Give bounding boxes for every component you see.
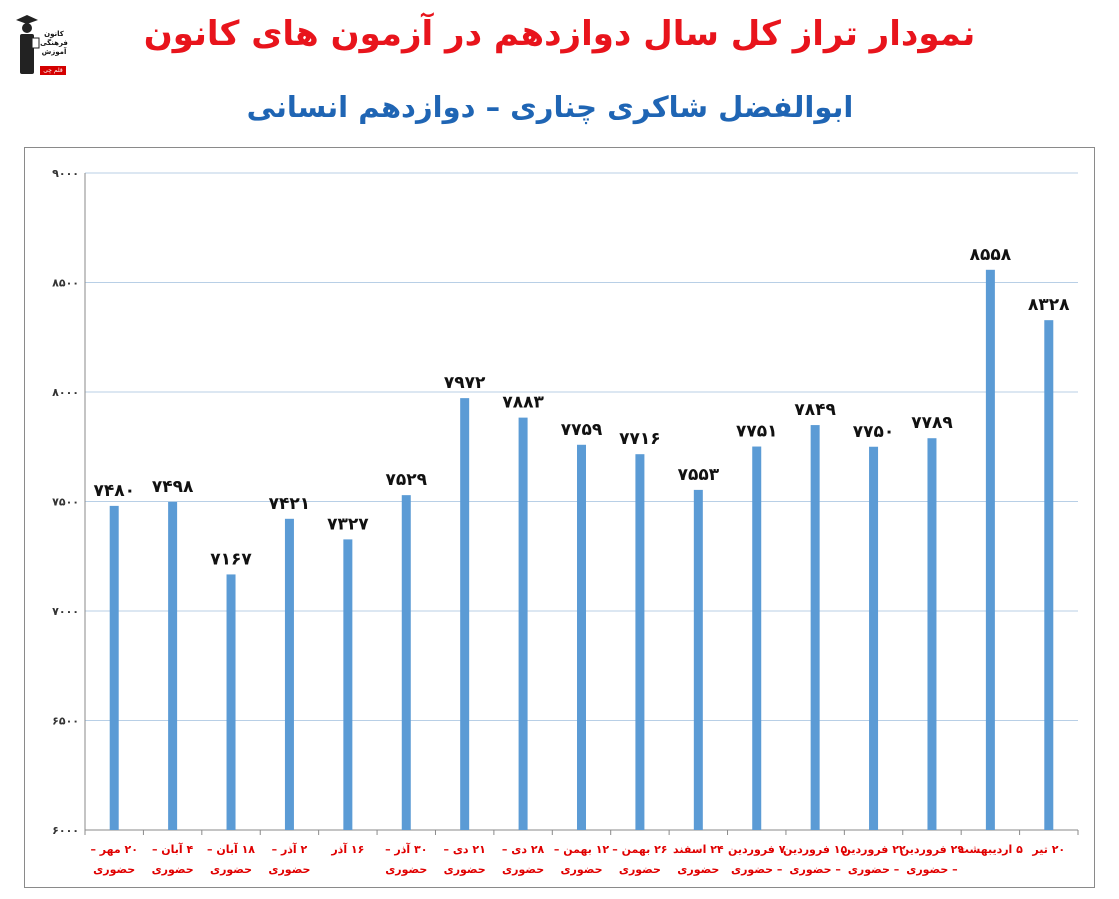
kanoon-logo-icon: کانون فرهنگی آموزش قلم چی: [14, 14, 68, 78]
data-label: ۷۸۸۳: [502, 393, 544, 413]
bar: [460, 398, 470, 830]
bar: [284, 518, 294, 830]
bar: [635, 454, 645, 830]
x-tick-label: – حضوری: [848, 863, 899, 876]
y-tick-label: ۶۵۰۰: [52, 715, 79, 728]
data-label: ۷۴۲۱: [269, 494, 311, 514]
x-tick-label: ۲۸ دی –: [502, 843, 545, 856]
y-tick-label: ۷۰۰۰: [52, 605, 79, 618]
chart-frame: ۶۰۰۰ ۶۵۰۰ ۷۰۰۰ ۷۵۰۰ ۸۰۰۰ ۸۵۰۰ ۹۰۰۰ ۷۴۸۰ ۲۰ مهر –…: [24, 147, 1095, 888]
x-tick-label: ۲۱ دی –: [444, 843, 486, 856]
data-label: ۷۱۶۷: [210, 549, 252, 569]
bar: [168, 501, 178, 830]
x-tick-label: ۵ اردیبهشت: [958, 843, 1023, 856]
x-tick-label: حضوری: [619, 863, 661, 876]
x-tick-label: ۲۴ اسفند: [673, 843, 724, 856]
bar: [810, 425, 820, 830]
data-label: ۷۷۵۱: [736, 422, 778, 442]
y-tick-label: ۶۰۰۰: [52, 824, 79, 837]
bar: [577, 444, 586, 830]
data-label: ۸۳۲۸: [1028, 295, 1070, 315]
bar: [693, 489, 703, 830]
x-tick-label: حضوری: [93, 863, 135, 876]
data-label: ۸۵۵۸: [970, 245, 1012, 265]
data-label: ۷۹۷۲: [444, 373, 486, 393]
data-label: ۷۷۱۶: [619, 429, 661, 449]
y-tick-label: ۸۵۰۰: [52, 277, 79, 290]
bar-chart: ۶۰۰۰ ۶۵۰۰ ۷۰۰۰ ۷۵۰۰ ۸۰۰۰ ۸۵۰۰ ۹۰۰۰ ۷۴۸۰ ۲۰ مهر –…: [52, 167, 1079, 876]
data-label: ۷۷۵۰: [853, 422, 895, 442]
x-tick-label: – حضوری: [789, 863, 840, 876]
x-tick-label: حضوری: [385, 863, 427, 876]
x-tick-label: ۷ فروردین: [728, 843, 786, 856]
x-tick-label: حضوری: [560, 863, 602, 876]
bar: [343, 539, 353, 830]
bar: [401, 495, 411, 830]
x-tick-label: ۲۲ فروردین: [841, 843, 905, 856]
data-label: ۷۴۸۰: [93, 481, 135, 501]
y-tick-label: ۹۰۰۰: [52, 167, 79, 180]
bar: [752, 446, 762, 830]
bar: [226, 574, 236, 830]
x-tick-label: ۱۶ آذر: [330, 842, 364, 856]
x-tick-label: ۲۶ بهمن –: [612, 843, 667, 856]
x-tick-label: ۱۲ بهمن –: [554, 843, 610, 856]
bar: [518, 417, 528, 830]
x-tick-label: ۴ آبان –: [152, 842, 194, 856]
x-tick-label: حضوری: [268, 863, 310, 876]
x-tick-label: – حضوری: [731, 863, 782, 876]
y-tick-label: ۷۵۰۰: [52, 496, 79, 509]
data-label: ۷۴۹۸: [152, 477, 194, 497]
x-tick-label: ۱۸ آبان –: [207, 842, 255, 856]
x-tick-label: حضوری: [152, 863, 194, 876]
logo-tag: قلم چی: [40, 66, 66, 75]
x-tick-label: – حضوری: [906, 863, 957, 876]
x-tick-label: ۳۰ آذر –: [385, 842, 427, 856]
bar: [985, 269, 995, 831]
chart-title: نمودار تراز کل سال دوازدهم در آزمون های …: [143, 14, 976, 54]
x-tick-label: حضوری: [444, 863, 486, 876]
x-tick-label: ۱۵ فروردین: [783, 843, 847, 856]
x-tick-label: حضوری: [502, 863, 544, 876]
x-tick-label: ۲ آذر –: [272, 842, 308, 856]
chart-subtitle: ابوالفضل شاکری چناری – دوازدهم انسانی: [246, 90, 854, 124]
data-label: ۷۸۴۹: [794, 400, 836, 420]
x-tick-label: ۲۰ تیر: [1031, 843, 1065, 856]
data-label: ۷۳۲۷: [327, 514, 369, 534]
graduate-figure-icon: [16, 15, 40, 74]
x-tick-label: حضوری: [677, 863, 719, 876]
data-label: ۷۵۵۳: [678, 465, 720, 485]
bar: [869, 446, 879, 830]
logo-text: کانون فرهنگی آموزش: [40, 30, 68, 56]
x-tick-label: ۲۰ مهر –: [90, 843, 138, 856]
bar: [1044, 320, 1054, 830]
x-tick-label: حضوری: [210, 863, 252, 876]
bar: [927, 438, 937, 830]
data-label: ۷۷۸۹: [911, 413, 953, 433]
bar: [109, 505, 119, 830]
data-label: ۷۷۵۹: [561, 420, 603, 440]
y-tick-label: ۸۰۰۰: [52, 386, 79, 399]
x-tick-label: ۲۹ فروردین: [900, 843, 964, 856]
data-label: ۷۵۲۹: [386, 470, 428, 490]
